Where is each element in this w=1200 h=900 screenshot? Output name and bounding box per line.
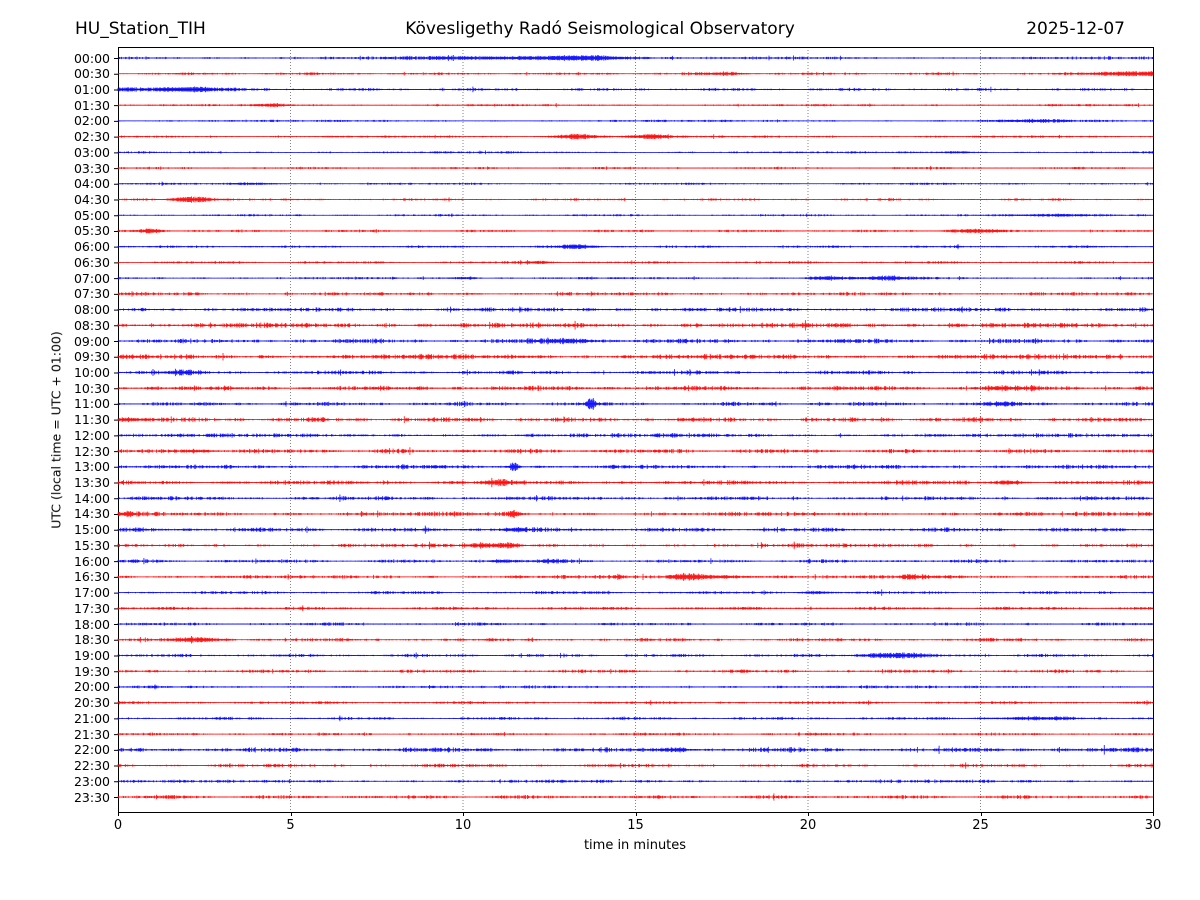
- y-tick-label: 16:00: [73, 553, 110, 569]
- y-tick-label: 04:30: [73, 192, 110, 207]
- x-tick-label: 0: [113, 818, 123, 833]
- y-tick-label: 19:30: [73, 663, 110, 679]
- y-tick-label: 21:00: [73, 710, 110, 726]
- y-tick-label: 16:30: [73, 569, 110, 585]
- y-tick-label: 05:30: [73, 223, 110, 239]
- y-tick-label: 10:00: [73, 364, 110, 380]
- y-tick-label: 18:30: [73, 632, 110, 648]
- y-tick-label: 14:00: [73, 490, 110, 506]
- y-tick-label: 08:00: [73, 302, 110, 318]
- y-tick-label: 01:30: [73, 97, 110, 113]
- y-tick-label: 20:30: [73, 695, 110, 711]
- x-axis-label: time in minutes: [583, 838, 687, 853]
- x-tick-label: 30: [1144, 818, 1162, 833]
- y-tick-label: 05:00: [73, 207, 110, 223]
- y-tick-label: 11:00: [73, 396, 110, 412]
- x-tick-label: 10: [454, 818, 472, 833]
- y-tick-label: 12:00: [73, 427, 110, 443]
- y-tick-label: 20:00: [73, 679, 110, 695]
- y-tick-label: 02:30: [73, 129, 110, 145]
- y-tick-label: 15:30: [73, 537, 110, 553]
- y-tick-label: 21:30: [73, 726, 110, 742]
- x-tick-label: 15: [627, 818, 644, 833]
- y-tick-label: 06:30: [73, 254, 110, 270]
- y-tick-label: 00:00: [73, 50, 110, 66]
- y-tick-label: 17:30: [73, 600, 110, 616]
- y-tick-label: 22:00: [73, 742, 110, 758]
- y-tick-label: 23:00: [73, 773, 110, 789]
- y-tick-label: 13:30: [73, 475, 110, 491]
- y-tick-label: 09:30: [73, 349, 110, 365]
- y-tick-label: 06:00: [73, 239, 110, 255]
- y-tick-label: 07:00: [73, 270, 110, 286]
- y-tick-label: 10:30: [73, 380, 110, 396]
- y-tick-label: 18:00: [73, 616, 110, 632]
- y-tick-label: 19:00: [73, 647, 110, 663]
- x-tick-label: 25: [972, 818, 989, 833]
- y-tick-label: 01:00: [73, 81, 110, 97]
- y-tick-label: 15:00: [73, 522, 110, 538]
- y-tick-label: 12:30: [73, 443, 110, 459]
- y-tick-label: 03:00: [73, 144, 110, 160]
- y-tick-label: 22:30: [73, 758, 110, 774]
- x-tick-label: 20: [799, 818, 817, 833]
- x-tick-label: 5: [286, 818, 295, 833]
- y-tick-label: 00:30: [73, 66, 110, 82]
- y-tick-label: 14:30: [73, 506, 110, 522]
- y-tick-label: 08:30: [73, 317, 110, 333]
- y-tick-label: 11:30: [73, 412, 110, 428]
- y-tick-label: 13:00: [73, 459, 110, 475]
- y-tick-label: 17:00: [73, 585, 110, 601]
- y-tick-label: 04:00: [73, 176, 110, 192]
- y-tick-label: 23:30: [73, 789, 110, 805]
- y-tick-label: 07:30: [73, 286, 110, 302]
- y-tick-label: 02:00: [73, 113, 110, 129]
- y-tick-label: 03:30: [73, 160, 110, 176]
- y-tick-label: 09:00: [73, 333, 110, 349]
